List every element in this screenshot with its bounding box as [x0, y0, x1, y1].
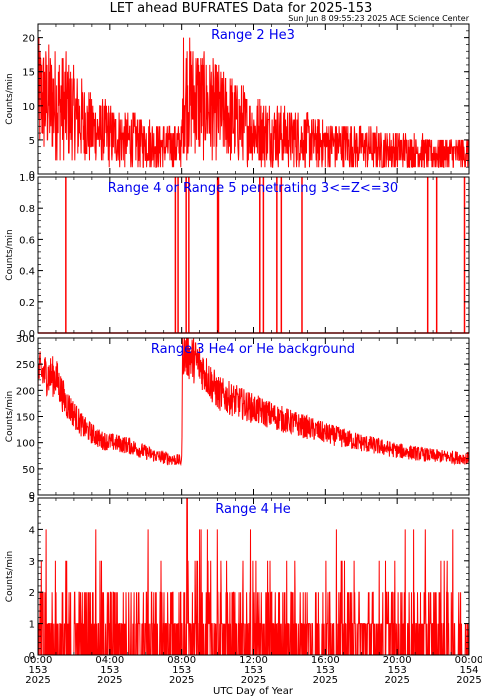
y-tick-label: 0.4 [19, 267, 35, 278]
x-tick-label-day: 153 [100, 665, 119, 676]
y-tick-label: 1.0 [19, 173, 35, 184]
y-tick-label: 5 [29, 136, 35, 147]
x-tick-label-day: 153 [172, 665, 191, 676]
x-tick-label-year: 2025 [25, 675, 50, 686]
y-tick-label: 150 [16, 413, 35, 424]
y-tick-label: 0.8 [19, 204, 35, 215]
y-tick-label: 0 [29, 651, 35, 662]
x-tick-label-time: 20:00 [383, 655, 412, 666]
y-tick-label: 2 [29, 588, 35, 599]
y-tick-label: 200 [16, 386, 35, 397]
series-line [37, 37, 470, 168]
y-tick-label: 1 [29, 620, 35, 631]
y-tick-label: 0.6 [19, 235, 35, 246]
series-line [37, 497, 470, 656]
y-axis-label: Counts/min [5, 73, 15, 124]
y-tick-label: 3 [29, 557, 35, 568]
x-axis-label: UTC Day of Year [213, 686, 294, 697]
panel-title: Range 4 He [215, 502, 291, 517]
y-tick-label: 0.0 [19, 329, 35, 340]
y-tick-label: 250 [16, 360, 35, 371]
y-tick-label: 300 [16, 334, 35, 345]
x-tick-label-time: 00:00 [455, 655, 482, 666]
panel-title: Range 3 He4 or He background [151, 342, 355, 357]
chart-subtitle: Sun Jun 8 09:55:23 2025 ACE Science Cent… [288, 14, 470, 23]
chart-title: LET ahead BUFRATES Data for 2025-153 [110, 1, 373, 16]
y-axis-label: Counts/min [5, 551, 15, 602]
y-tick-label: 0.2 [19, 298, 35, 309]
panel-2: 0.0 0.2 0.4 0.6 0.8 1.0 Counts/min Range 4 or R… [5, 173, 470, 340]
y-axis-label: Counts/min [5, 391, 15, 442]
y-tick-label: 5 [29, 494, 35, 505]
x-tick-label-time: 12:00 [239, 655, 268, 666]
y-tick-label: 100 [16, 439, 35, 450]
y-tick-label: 15 [22, 68, 35, 79]
y-tick-label: 10 [22, 102, 35, 113]
x-tick-label-year: 2025 [384, 675, 409, 686]
x-tick-label-year: 2025 [241, 675, 266, 686]
panel-3: 0 50 100 150 200 250 300 Counts/min Range 3 He4 … [5, 334, 470, 502]
x-tick-label-time: 08:00 [167, 655, 196, 666]
panel-1: 0 5 10 15 20 Counts/min Range 2 He3 [5, 23, 470, 181]
series-line [37, 337, 470, 467]
panel-title: Range 4 or Range 5 penetrating 3<=Z<=30 [108, 181, 398, 196]
x-tick-label-time: 00:00 [24, 655, 53, 666]
x-tick-label-time: 04:00 [95, 655, 124, 666]
x-tick-label-day: 154 [459, 665, 478, 676]
x-tick-label-year: 2025 [313, 675, 338, 686]
y-tick-label: 0 [29, 170, 35, 181]
plot-frame [37, 176, 470, 334]
x-tick-label-year: 2025 [456, 675, 481, 686]
y-tick-label: 20 [22, 34, 35, 45]
panel-4: 0 1 2 3 4 5 Counts/min Range 4 He [5, 494, 470, 662]
y-tick-label: 0 [29, 491, 35, 502]
x-tick-label-day: 153 [28, 665, 47, 676]
y-tick-label: 4 [29, 525, 35, 536]
x-tick-label-year: 2025 [169, 675, 194, 686]
panel-title: Range 2 He3 [211, 28, 295, 43]
x-tick-label-day: 153 [316, 665, 335, 676]
x-tick-label-day: 153 [388, 665, 407, 676]
x-axis: 00:00153202504:00153202508:00153202512:0… [24, 655, 482, 686]
y-tick-label: 50 [22, 465, 35, 476]
x-tick-label-day: 153 [244, 665, 263, 676]
x-tick-label-time: 16:00 [311, 655, 340, 666]
y-axis-label: Counts/min [5, 229, 15, 280]
x-tick-label-year: 2025 [97, 675, 122, 686]
